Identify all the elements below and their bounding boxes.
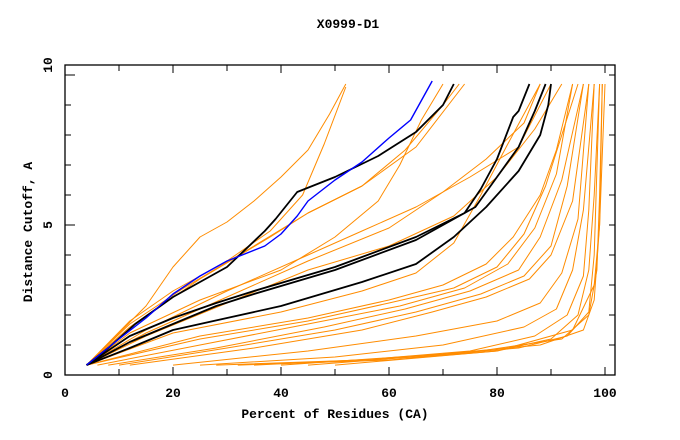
- series-line-orange-20: [253, 83, 601, 366]
- series-line-orange-13: [108, 83, 584, 366]
- series-line-orange-1: [86, 83, 347, 366]
- series-line-orange-3: [86, 83, 444, 366]
- x-axis-label: Percent of Residues (CA): [241, 407, 428, 422]
- series-line-orange-10: [86, 83, 574, 366]
- series-line-orange-14: [118, 83, 584, 366]
- y-tick-label-10: 10: [41, 57, 56, 73]
- series-line-orange-8: [86, 83, 563, 366]
- series-line-orange-6: [86, 83, 552, 366]
- series-line-orange-2: [86, 86, 347, 366]
- series-line-orange-23: [334, 83, 606, 366]
- y-tick-label-0: 0: [41, 371, 56, 379]
- series-line-black-3: [86, 83, 547, 366]
- series-line-orange-17: [199, 83, 595, 366]
- series-line-orange-7: [86, 83, 541, 366]
- series-line-orange-12: [97, 83, 574, 366]
- series-line-orange-9: [86, 83, 541, 366]
- series-line-orange-16: [172, 83, 590, 366]
- series-line-black-2: [86, 83, 531, 366]
- y-tick-label-5: 5: [41, 221, 56, 229]
- series-line-orange-15: [129, 83, 590, 366]
- y-axis-label: Distance Cutoff, A: [21, 162, 36, 303]
- y-ticks: 0 5 10: [41, 57, 615, 379]
- series-line-black-1: [86, 83, 455, 366]
- series-line-orange-5: [86, 83, 465, 366]
- x-tick-label-0: 0: [61, 386, 69, 401]
- series-line-orange-11: [86, 83, 579, 366]
- chart-title: X0999-D1: [317, 17, 380, 32]
- x-tick-label-100: 100: [593, 386, 617, 401]
- series-line-blue-model: [86, 80, 433, 366]
- x-ticks: 0 20 40 60 80 100: [61, 65, 617, 401]
- x-tick-label-20: 20: [165, 386, 181, 401]
- series-line-orange-18: [216, 83, 595, 366]
- series-line-black-4: [86, 83, 552, 366]
- x-tick-label-60: 60: [381, 386, 397, 401]
- x-tick-label-40: 40: [273, 386, 289, 401]
- x-tick-label-80: 80: [489, 386, 505, 401]
- plot-series: [86, 80, 606, 366]
- plot-frame: [64, 64, 616, 376]
- series-line-orange-22: [307, 83, 603, 366]
